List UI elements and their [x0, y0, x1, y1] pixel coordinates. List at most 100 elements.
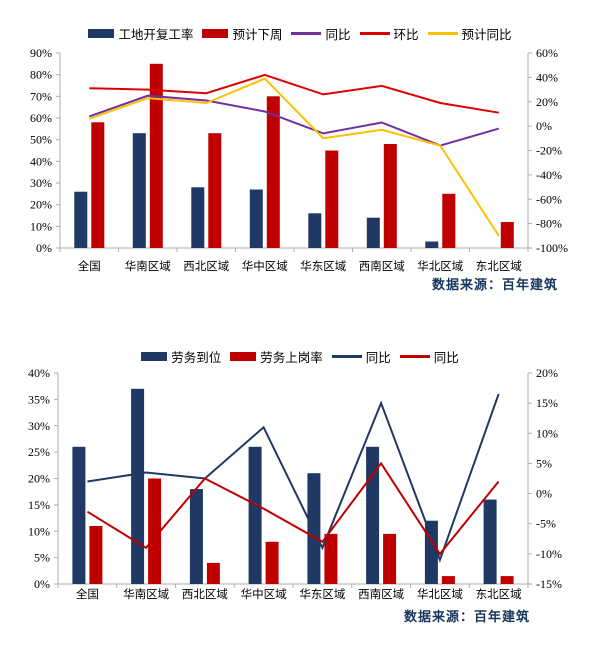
left-axis-tick-label: 35% [28, 392, 50, 406]
right-axis-tick-label: 40% [536, 70, 558, 84]
category-label: 西南区域 [358, 587, 404, 601]
category-label: 华南区域 [125, 259, 171, 273]
category-label: 东北区域 [476, 588, 522, 601]
left-axis-tick-label: 40% [28, 366, 50, 380]
bar-series1-cat0 [91, 122, 105, 248]
legend-line-swatch [291, 32, 322, 35]
legend-label: 劳务上岗率 [260, 351, 323, 365]
bar-series1-cat4 [324, 533, 338, 584]
legend-label: 预计下周 [232, 28, 283, 42]
bar-series0-cat2 [189, 489, 203, 584]
bar-series1-cat3 [265, 541, 279, 584]
category-label: 西北区域 [182, 588, 228, 601]
left-axis-tick-label: 20% [28, 472, 50, 486]
legend-bar-swatch [141, 352, 168, 361]
category-label: 西南区域 [359, 259, 405, 273]
left-axis-tick-label: 40% [30, 154, 52, 168]
bar-series0-cat0 [74, 191, 88, 248]
bar-series1-cat1 [148, 478, 162, 584]
left-axis-tick-label: 10% [28, 524, 50, 538]
bar-series0-cat6 [425, 241, 439, 248]
left-axis-tick-label: 30% [28, 419, 50, 433]
legend-bar-swatch [88, 29, 115, 38]
left-axis-tick-label: 30% [30, 176, 52, 190]
legend-label: 同比 [325, 28, 351, 42]
bar-series0-cat1 [131, 388, 145, 584]
legend-label: 劳务到位 [171, 351, 222, 365]
category-label: 全国 [78, 259, 101, 273]
left-axis-tick-label: 80% [30, 68, 52, 82]
right-axis-tick-label: 10% [536, 426, 558, 440]
right-axis-tick-label: 0% [536, 487, 552, 501]
left-axis-tick-label: 20% [30, 198, 52, 212]
bar-series0-cat4 [308, 213, 322, 248]
bar-series0-cat5 [366, 217, 380, 248]
bar-series0-cat6 [424, 520, 438, 584]
category-label: 全国 [76, 587, 99, 601]
right-axis-tick-label: -80% [536, 217, 562, 231]
right-axis-tick-label: -5% [536, 517, 556, 531]
bar-series0-cat1 [132, 133, 146, 248]
left-axis-tick-label: 90% [30, 46, 52, 60]
legend-line-swatch [331, 355, 362, 358]
line-series1 [86, 461, 500, 556]
legend-label: 预计同比 [461, 28, 512, 42]
left-axis-tick-label: 5% [34, 551, 50, 565]
bar-series1-cat1 [149, 63, 163, 248]
legend-label: 同比 [433, 351, 459, 365]
line-series0 [87, 393, 500, 563]
line-series1 [89, 73, 499, 114]
category-label: 华中区域 [241, 587, 287, 601]
legend-item-resumption-rate: 工地开复工率 [88, 24, 193, 43]
bar-series1-cat3 [266, 96, 280, 248]
bottom-chart-labor-status: 0% 5% 10% 15% 20% 25% 30% 35% 40% -15% -10% -5% 0% 5%… [28, 366, 562, 601]
category-label: 华南区域 [123, 587, 169, 601]
line-series0 [88, 94, 500, 147]
right-axis-tick-label: 0% [536, 119, 552, 133]
bar-series0-cat3 [248, 446, 262, 584]
left-axis-tick-label: 60% [30, 111, 52, 125]
right-axis-tick-label: 5% [536, 456, 552, 470]
category-label: 东北区域 [476, 260, 522, 273]
chart2-legend: 劳务到位 劳务上岗率 同比 同比 [0, 347, 600, 366]
top-chart-construction-resumption: 0% 10% 20% 30% 40% 50% 60% 70% 80% 90% -100% -80% -6… [30, 46, 568, 273]
right-axis-tick-label: 15% [536, 396, 558, 410]
legend-item-expected-yoy: 预计同比 [427, 24, 512, 43]
left-axis-tick-label: 25% [28, 445, 50, 459]
legend-item-labor-arrival: 劳务到位 [141, 347, 221, 366]
bar-series0-cat2 [191, 187, 205, 248]
legend-line-swatch [359, 32, 390, 35]
bar-series1-cat4 [325, 150, 339, 248]
legend-label: 环比 [393, 28, 419, 42]
left-axis-tick-label: 50% [30, 133, 52, 147]
right-axis-tick-label: -100% [536, 241, 568, 255]
right-axis-tick-label: -20% [536, 144, 562, 158]
right-axis-tick-label: 20% [536, 95, 558, 109]
chart2-source-note: 数据来源：百年建筑 [403, 609, 530, 624]
right-axis-tick-label: 20% [536, 366, 558, 380]
bar-series0-cat0 [72, 446, 86, 584]
legend-label: 同比 [365, 351, 391, 365]
bar-series1-cat7 [500, 222, 514, 248]
chart1-source-note: 数据来源：百年建筑 [431, 277, 558, 292]
left-axis-tick-label: 10% [30, 219, 52, 233]
category-label: 华北区域 [417, 587, 463, 601]
bar-series0-cat7 [483, 499, 497, 584]
chart1-legend: 工地开复工率 预计下周 同比 环比 预计同比 [0, 24, 600, 43]
bar-series0-cat3 [249, 189, 263, 248]
legend-label: 工地开复工率 [118, 28, 194, 42]
legend-item-yoy-red: 同比 [399, 347, 459, 366]
line-series2 [88, 77, 500, 237]
category-label: 华东区域 [299, 587, 345, 601]
bar-series1-cat0 [89, 526, 103, 584]
category-label: 华东区域 [300, 259, 346, 273]
legend-item-labor-onduty-rate: 劳务上岗率 [230, 347, 323, 366]
legend-line-swatch [427, 32, 458, 35]
bar-series0-cat5 [366, 446, 380, 584]
legend-item-expected-next-week: 预计下周 [202, 24, 282, 43]
category-label: 西北区域 [183, 260, 229, 273]
legend-line-swatch [399, 355, 430, 358]
legend-item-mom: 环比 [359, 24, 419, 43]
legend-item-yoy-navy: 同比 [331, 347, 391, 366]
left-axis-tick-label: 70% [30, 89, 52, 103]
